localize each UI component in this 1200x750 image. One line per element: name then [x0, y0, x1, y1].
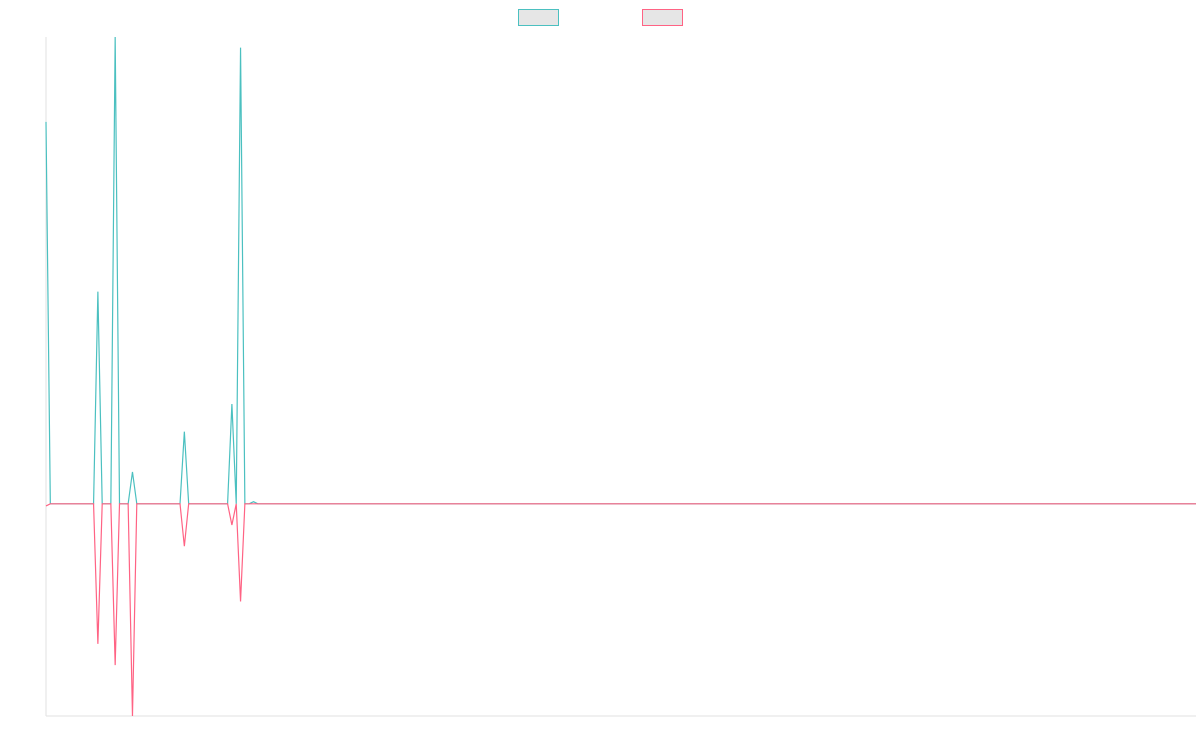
series-line-1: [45, 36, 1196, 505]
axes: [45, 37, 1196, 717]
series-line-2: [45, 503, 1196, 717]
plot-area: [45, 36, 1196, 717]
legend-swatch-2: [642, 9, 683, 26]
legend: [518, 9, 683, 26]
legend-swatch-1: [518, 9, 559, 26]
